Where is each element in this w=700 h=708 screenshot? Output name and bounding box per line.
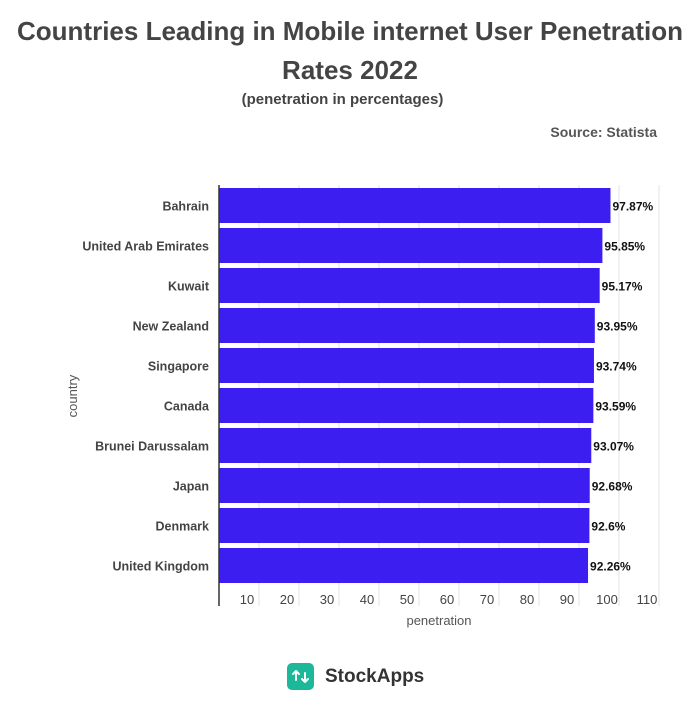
category-label: Japan [173,480,209,494]
category-label: Kuwait [168,280,210,294]
stockapps-logo-icon [287,663,314,690]
data-label: 93.95% [597,320,638,334]
x-tick-label: 110 [637,592,658,607]
chart-subtitle: (penetration in percentages) [241,91,444,108]
x-tick-label: 100 [596,592,618,607]
bar [219,228,603,263]
category-label: Brunei Darussalam [95,440,209,454]
bar [219,548,589,583]
chart-title-line2: Rates 2022 [282,55,418,85]
bar [219,308,595,343]
x-tick-label: 20 [280,592,294,607]
data-label: 93.07% [593,440,634,454]
bar [219,388,594,423]
footer-brand[interactable]: StockApps [287,663,424,690]
x-axis-title: penetration [406,613,471,628]
x-tick-label: 70 [480,592,494,607]
bar [219,508,590,543]
category-label: United Kingdom [112,560,209,574]
bar [219,348,594,383]
data-label: 95.17% [602,280,643,294]
x-tick-label: 80 [520,592,534,607]
bar [219,428,592,463]
data-label: 95.85% [604,240,645,254]
x-tick-label: 90 [560,592,574,607]
category-label: United Arab Emirates [82,240,209,254]
bar [219,468,590,503]
brand-name: StockApps [325,665,425,687]
category-label: New Zealand [133,320,209,334]
category-label: Bahrain [162,200,209,214]
category-label: Singapore [148,360,209,374]
bar [219,188,611,223]
category-label: Denmark [156,520,210,534]
data-label: 93.74% [596,360,637,374]
bar [219,268,600,303]
source-label: Source: Statista [550,124,657,140]
x-tick-label: 40 [360,592,374,607]
x-tick-label: 30 [320,592,334,607]
data-label: 92.68% [592,480,633,494]
chart-title: Countries Leading in Mobile internet Use… [0,12,700,90]
category-label: Canada [164,400,210,414]
chart-title-line1: Countries Leading in Mobile internet Use… [17,16,683,46]
x-tick-label: 50 [400,592,414,607]
data-label: 92.6% [591,520,625,534]
data-label: 92.26% [590,560,631,574]
data-label: 97.87% [612,200,653,214]
x-tick-label: 60 [440,592,454,607]
x-tick-label: 10 [240,592,254,607]
y-axis-title: country [65,374,80,417]
data-label: 93.59% [595,400,636,414]
